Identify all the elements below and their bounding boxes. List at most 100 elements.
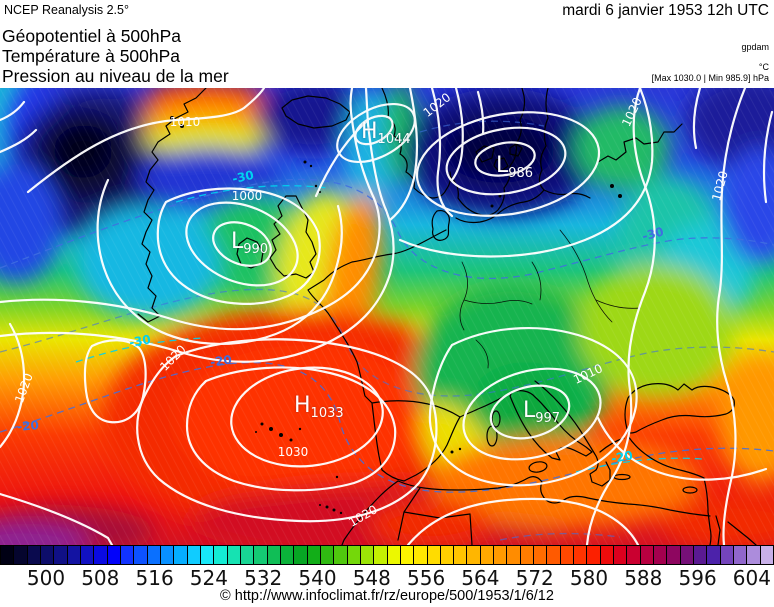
geopotential-fill (0, 88, 774, 545)
model-label: NCEP Reanalysis 2.5° (4, 3, 129, 17)
colorbar-cell (133, 545, 148, 565)
colorbar-cell (119, 545, 135, 565)
colorbar-cell (439, 545, 455, 565)
colorbar-cell (253, 545, 268, 565)
colorbar-cell (586, 545, 601, 565)
temperature-label: -20 (209, 352, 233, 370)
colorbar-cell (426, 545, 441, 565)
temperature-label: -20 (610, 448, 634, 466)
pressure-extremes: [Max 1030.0 | Min 985.9] hPa (651, 73, 769, 83)
colorbar-cell (213, 545, 228, 565)
colorbar-tick-label: 540 (298, 566, 337, 590)
credit-link[interactable]: © http://www.infoclimat.fr/rz/europe/500… (220, 588, 554, 604)
isobar-label: 1010 (169, 115, 201, 129)
colorbar-cell (413, 545, 428, 565)
colorbar-cell (53, 545, 68, 565)
isobars (0, 88, 774, 545)
colorbar-tick-label: 532 (244, 566, 283, 590)
colorbar-cell (759, 545, 774, 565)
colorbar-cell (519, 545, 535, 565)
isobar-label: 1020 (619, 95, 645, 129)
colorbar-cell (746, 545, 761, 565)
isobar-label: 1020 (420, 90, 454, 120)
colorbar-tick-label: 508 (81, 566, 120, 590)
synoptic-map: H1044 L986 L990 H1033 L997 1010 1020 1000 1020 10… (0, 88, 774, 545)
colorbar-cell (199, 545, 215, 565)
colorbar-cell (386, 545, 401, 565)
coastlines (137, 88, 757, 545)
valid-datetime: mardi 6 janvier 1953 12h UTC (562, 2, 769, 19)
colorbar-cell (733, 545, 748, 565)
colorbar-cell (679, 545, 695, 565)
isobar-label: 1020 (12, 371, 36, 405)
colorbar-cell (39, 545, 55, 565)
temperature-label: -30 (128, 332, 152, 350)
colorbar-tick-label: 572 (515, 566, 554, 590)
pressure-center-l997: L997 (523, 398, 561, 427)
temperature-label: -20 (16, 418, 40, 434)
colorbar-cell (573, 545, 588, 565)
colorbar-cell (159, 545, 175, 565)
field-titles: Géopotentiel à 500hPa Température à 500h… (2, 26, 229, 86)
isobar-label: 1000 (231, 189, 263, 203)
unit-geopotential: gpdam (741, 42, 769, 52)
title-geopotential: Géopotentiel à 500hPa (2, 26, 182, 46)
colorbar-cell (146, 545, 161, 565)
colorbar-cell (479, 545, 495, 565)
colorbar-cell (653, 545, 668, 565)
colorbar-tick-label: 516 (135, 566, 174, 590)
islands (170, 116, 622, 515)
colorbar-cell (239, 545, 255, 565)
colorbar-cell (333, 545, 348, 565)
map-svg (0, 88, 774, 545)
colorbar-cell (639, 545, 655, 565)
colorbar-ticks: 500 508 516 524 532 540 548 556 564 572 580 588 596 6… (0, 566, 774, 590)
title-pressure: Pression au niveau de la mer (2, 66, 229, 86)
colorbar-cell (466, 545, 481, 565)
colorbar (0, 545, 774, 565)
colorbar-cell (106, 545, 121, 565)
colorbar-cell (533, 545, 548, 565)
unit-temperature: °C (758, 62, 769, 72)
temperature-contours (0, 120, 774, 541)
colorbar-cell (266, 545, 281, 565)
colorbar-cell (493, 545, 508, 565)
pressure-center-l990: L990 (231, 229, 269, 258)
colorbar-tick-label: 588 (624, 566, 663, 590)
colorbar-cell (546, 545, 561, 565)
colorbar-cell (453, 545, 468, 565)
colorbar-tick-label: 604 (732, 566, 771, 590)
colorbar-cell (279, 545, 295, 565)
colorbar-cell (66, 545, 81, 565)
map-labels: H1044 L986 L990 H1033 L997 1010 1020 1000 1020 10… (0, 88, 774, 545)
title-temperature: Température à 500hPa (2, 46, 181, 66)
colorbar-tick-label: 556 (407, 566, 446, 590)
colorbar-cell (319, 545, 335, 565)
isobar-label: 1010 (571, 361, 605, 387)
temperature-label: -30 (230, 167, 256, 187)
colorbar-cell (626, 545, 641, 565)
colorbar-tick-label: 596 (678, 566, 717, 590)
colorbar-cell (293, 545, 308, 565)
isobar-label: 1020 (157, 342, 189, 374)
temperature-label: -30 (640, 224, 666, 244)
colorbar-cell (599, 545, 615, 565)
colorbar-cell (359, 545, 375, 565)
colorbar-tick-label: 548 (352, 566, 391, 590)
colorbar-cell (79, 545, 95, 565)
pressure-center-h1044: H1044 (361, 119, 411, 148)
sub-contour-striations (0, 88, 774, 545)
colorbar-cell (186, 545, 201, 565)
colorbar-cell (693, 545, 708, 565)
colorbar-cell (13, 545, 28, 565)
pressure-center-h1033: H1033 (294, 393, 344, 422)
colorbar-tick-label: 580 (569, 566, 609, 590)
colorbar-cell (173, 545, 188, 565)
colorbar-cell (0, 545, 15, 565)
colorbar-cell (373, 545, 388, 565)
colorbar-cell (506, 545, 521, 565)
isobar-label: 1020 (709, 169, 731, 203)
colorbar-cell (306, 545, 321, 565)
isobar-label: 1020 (346, 502, 380, 530)
